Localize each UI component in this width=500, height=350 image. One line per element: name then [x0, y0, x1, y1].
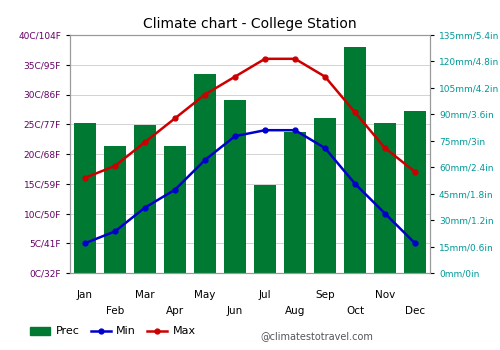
- Bar: [254, 185, 276, 273]
- Title: Climate chart - College Station: Climate chart - College Station: [143, 17, 357, 31]
- Text: Jul: Jul: [258, 290, 272, 300]
- Text: Oct: Oct: [346, 306, 364, 316]
- Bar: [314, 118, 336, 273]
- Bar: [74, 123, 96, 273]
- Bar: [344, 47, 366, 273]
- Text: Dec: Dec: [405, 306, 425, 316]
- Text: Sep: Sep: [315, 290, 335, 300]
- Bar: [194, 74, 216, 273]
- Text: @climatestotravel.com: @climatestotravel.com: [260, 331, 373, 342]
- Text: Jun: Jun: [227, 306, 243, 316]
- Text: Apr: Apr: [166, 306, 184, 316]
- Text: Feb: Feb: [106, 306, 124, 316]
- Bar: [374, 123, 396, 273]
- Bar: [164, 146, 186, 273]
- Bar: [104, 146, 126, 273]
- Text: Jan: Jan: [77, 290, 93, 300]
- Legend: Prec, Min, Max: Prec, Min, Max: [26, 322, 200, 341]
- Bar: [404, 111, 426, 273]
- Bar: [224, 100, 246, 273]
- Text: Aug: Aug: [285, 306, 305, 316]
- Text: May: May: [194, 290, 216, 300]
- Text: Nov: Nov: [375, 290, 395, 300]
- Bar: [284, 132, 306, 273]
- Bar: [134, 125, 156, 273]
- Text: Mar: Mar: [135, 290, 155, 300]
